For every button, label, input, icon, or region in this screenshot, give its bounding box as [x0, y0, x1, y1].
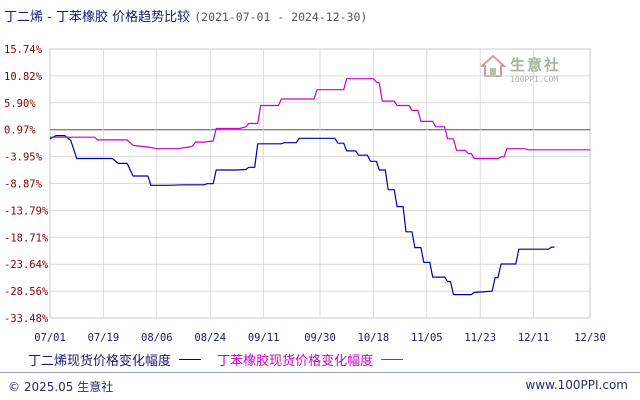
- footer-website[interactable]: www.100PPI.com: [525, 378, 628, 392]
- x-tick-label: 11/05: [411, 332, 443, 344]
- legend-label-series2: 丁苯橡胶现货价格变化幅度: [217, 354, 374, 369]
- line-chart: 15.74% 10.82% 5.90% 0.97% -3.95% -8.87% -13.79…: [4, 44, 606, 344]
- series-line-2: [50, 78, 590, 160]
- x-tick-label: 11/23: [464, 332, 496, 344]
- grid-layer: [49, 48, 591, 319]
- chart-title: 丁二烯 - 丁苯橡胶 价格趋势比较: [4, 10, 191, 25]
- legend-item-series1: 丁二烯现货价格变化幅度: [28, 350, 202, 369]
- x-tick-label: 12/30: [574, 332, 606, 344]
- axis-layer: 15.74% 10.82% 5.90% 0.97% -3.95% -8.87% -13.79…: [4, 44, 606, 344]
- page-title: 丁二烯 - 丁苯橡胶 价格趋势比较 (2021-07-01 - 2024-12-…: [4, 6, 367, 25]
- x-tick-label: 09/11: [248, 332, 280, 344]
- y-tick-label: -8.87%: [4, 179, 43, 191]
- x-tick-label: 12/11: [518, 332, 550, 344]
- chart-date-range: (2021-07-01 - 2024-12-30): [194, 10, 368, 24]
- legend: 丁二烯现货价格变化幅度 丁苯橡胶现货价格变化幅度: [28, 350, 415, 369]
- y-tick-label: -13.79%: [4, 205, 49, 217]
- y-tick-label: -28.56%: [4, 286, 49, 298]
- footer-divider: [0, 372, 640, 373]
- watermark-url: 100PPI.COM: [510, 75, 559, 84]
- legend-item-series2: 丁苯橡胶现货价格变化幅度: [217, 350, 404, 369]
- legend-swatch-series1: [179, 359, 202, 360]
- y-tick-label: -33.48%: [4, 313, 49, 325]
- y-tick-label: -23.64%: [4, 259, 49, 271]
- y-tick-label: 5.90%: [4, 98, 36, 110]
- x-tick-label: 08/06: [141, 332, 173, 344]
- legend-label-series1: 丁二烯现货价格变化幅度: [28, 354, 172, 369]
- legend-swatch-series2: [381, 359, 404, 360]
- x-tick-label: 08/24: [194, 332, 226, 344]
- x-tick-label: 07/19: [88, 332, 120, 344]
- series-layer: [49, 78, 590, 296]
- y-tick-label: 10.82%: [4, 71, 43, 83]
- series-line-1: [49, 135, 555, 296]
- y-tick-label: 15.74%: [4, 44, 43, 56]
- footer-copyright: © 2025.05 生意社: [8, 380, 114, 394]
- x-tick-label: 09/30: [304, 332, 336, 344]
- y-tick-label: -18.71%: [4, 232, 49, 244]
- y-tick-label: -3.95%: [4, 152, 43, 164]
- watermark-name: 生意社: [510, 56, 562, 74]
- x-tick-label: 10/18: [358, 332, 390, 344]
- y-tick-label: 0.97%: [4, 125, 36, 137]
- x-tick-label: 07/01: [34, 332, 66, 344]
